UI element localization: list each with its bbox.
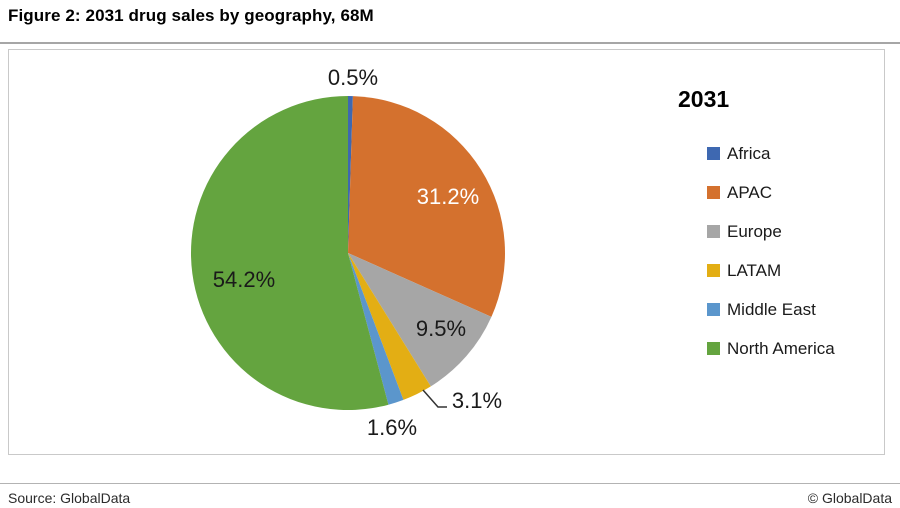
legend-item-north-america: North America <box>707 329 888 368</box>
slice-label-middle-east: 1.6% <box>366 415 418 440</box>
slice-label-europe: 9.5% <box>415 316 467 341</box>
legend-label-africa: Africa <box>727 143 771 163</box>
legend-swatch-africa <box>707 147 720 160</box>
slice-label-latam: 3.1% <box>451 388 503 413</box>
top-divider <box>0 42 900 44</box>
legend-label-middle-east: Middle East <box>727 299 816 319</box>
legend-label-apac: APAC <box>727 182 773 202</box>
footer-copyright: © GlobalData <box>807 490 892 506</box>
legend-item-apac: APAC <box>707 173 888 212</box>
legend-swatch-latam <box>707 264 720 277</box>
footer-source: Source: GlobalData <box>8 490 131 506</box>
legend-item-africa: Africa <box>707 134 888 173</box>
legend: 2031 Africa APAC Europe LATAM Middle Eas… <box>678 86 888 368</box>
legend-label-latam: LATAM <box>727 260 782 280</box>
slice-label-africa: 0.5% <box>327 65 379 90</box>
footer-divider <box>0 483 900 484</box>
legend-title: 2031 <box>678 86 730 112</box>
legend-list: Africa APAC Europe LATAM Middle East Nor… <box>707 134 888 368</box>
legend-item-latam: LATAM <box>707 251 888 290</box>
slice-label-apac: 31.2% <box>416 184 480 209</box>
figure-title: Figure 2: 2031 drug sales by geography, … <box>8 6 374 25</box>
legend-swatch-north-america <box>707 342 720 355</box>
legend-swatch-middle-east <box>707 303 720 316</box>
legend-swatch-apac <box>707 186 720 199</box>
slice-label-north-america: 54.2% <box>212 267 276 292</box>
legend-item-middle-east: Middle East <box>707 290 888 329</box>
legend-label-north-america: North America <box>727 338 835 358</box>
legend-label-europe: Europe <box>727 221 782 241</box>
legend-swatch-europe <box>707 225 720 238</box>
legend-item-europe: Europe <box>707 212 888 251</box>
